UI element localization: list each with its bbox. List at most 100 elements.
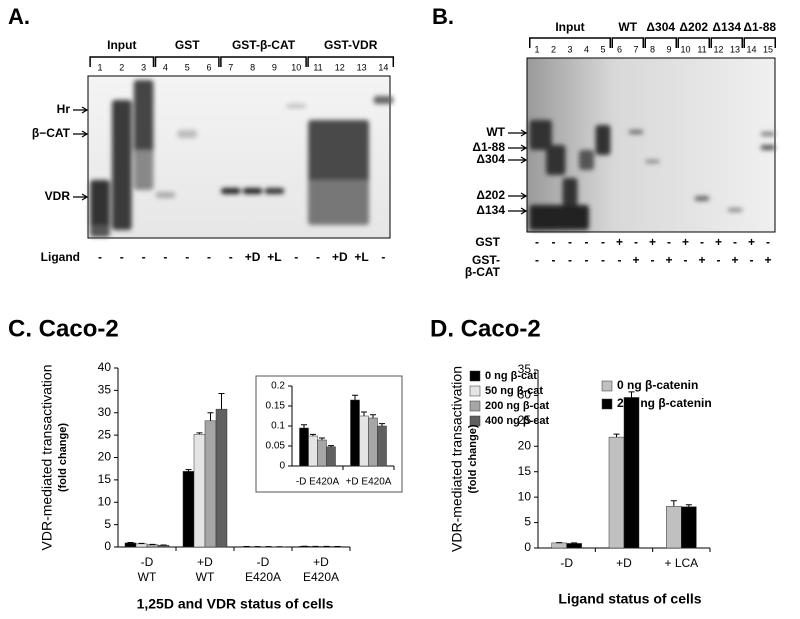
x-tick-label: WT [138, 570, 157, 584]
lane-number: 2 [551, 44, 556, 54]
chart-title: C. Caco-2 [8, 315, 119, 342]
lane-bracket [89, 56, 155, 67]
bar [551, 542, 567, 549]
y-tick-label: 30 [518, 388, 532, 402]
y-tick-label: 10 [98, 494, 112, 508]
x-axis-label: Ligand status of cells [558, 591, 701, 607]
y-tick-label: 20 [518, 438, 532, 452]
legend-label: 0 ng β-cat [485, 370, 537, 382]
lane-group-label: Input [555, 20, 584, 34]
y-tick-label: 15 [518, 464, 532, 478]
lane-number: 13 [357, 62, 367, 72]
marker-label: Δ202 [476, 188, 505, 202]
y-axis-label: (fold change) [57, 423, 69, 492]
lane-group-label: Input [107, 38, 136, 52]
bar [359, 415, 369, 467]
bar [215, 408, 228, 548]
row-value: + [748, 235, 755, 249]
y-tick-label: 0.15 [266, 401, 286, 412]
lane-number: 10 [291, 62, 301, 72]
x-tick-label: -D [141, 555, 154, 569]
row-value: - [381, 250, 385, 264]
x-axis-label: 1,25D and VDR status of cells [137, 596, 334, 612]
error-bar [207, 412, 214, 421]
lane-number: 3 [141, 62, 146, 72]
y-tick-label: 20 [98, 450, 112, 464]
bar [666, 506, 682, 549]
marker-label: Δ304 [476, 152, 505, 166]
lane-bracket [529, 37, 611, 48]
row-value: +D [332, 250, 348, 264]
error-bar [370, 414, 376, 418]
gel-band [562, 178, 578, 206]
y-tick-label: 5 [524, 515, 531, 529]
bar [681, 506, 697, 549]
row-value: - [750, 253, 754, 267]
row-value: - [207, 250, 211, 264]
row-value: - [98, 250, 102, 264]
marker-arrow [508, 207, 528, 215]
bar [124, 542, 137, 548]
row-value: +L [354, 250, 368, 264]
error-bar [185, 469, 192, 472]
lane-number: 1 [534, 44, 539, 54]
lane-number: 11 [313, 62, 322, 72]
x-tick-label: +D [197, 555, 213, 569]
lane-number: 12 [713, 44, 723, 54]
lane-number: 9 [666, 44, 671, 54]
legend-swatch [469, 400, 481, 412]
gel-band [264, 188, 285, 194]
marker-arrow [508, 156, 528, 164]
bar [623, 397, 640, 549]
marker-label: VDR [45, 189, 71, 203]
row-value: - [601, 235, 605, 249]
gel-band [177, 130, 198, 138]
gel-band [133, 80, 154, 160]
marker-label: Δ1-88 [472, 140, 505, 154]
marker-arrow [73, 130, 89, 138]
row-value: + [682, 235, 689, 249]
lane-group-label: Δ1-88 [743, 20, 776, 34]
marker-label: Hr [57, 102, 71, 116]
lane-number: 4 [163, 62, 168, 72]
row-value: + [616, 235, 623, 249]
error-bar [379, 423, 385, 426]
gel-band [90, 225, 110, 237]
gel-band [628, 130, 644, 134]
legend-swatch [469, 415, 481, 427]
gel-band [220, 188, 241, 194]
row-value: +D [245, 250, 261, 264]
row-value: + [649, 235, 656, 249]
bar [566, 543, 582, 549]
error-bar [670, 500, 677, 507]
row-value: - [552, 235, 556, 249]
row-value: - [585, 253, 589, 267]
lane-number: 3 [567, 44, 572, 54]
error-bar [352, 394, 358, 400]
lane-number: 15 [763, 44, 773, 54]
lane-bracket [710, 37, 743, 48]
row-value: - [585, 235, 589, 249]
legend-swatch [469, 385, 481, 397]
gel-band [645, 160, 660, 163]
row-value: - [185, 250, 189, 264]
x-tick-label: -D [257, 555, 270, 569]
row-value: - [618, 253, 622, 267]
legend-swatch [469, 370, 481, 382]
error-bar [328, 445, 334, 447]
lane-number: 5 [185, 62, 190, 72]
bar [193, 433, 206, 548]
gel-band [760, 132, 776, 136]
row-value: + [698, 253, 705, 267]
legend-label: 200 ng β-cat [485, 400, 550, 412]
row-value: + [632, 253, 639, 267]
gel-band [308, 180, 370, 225]
lane-number: 7 [228, 62, 233, 72]
y-tick-label: 0.1 [271, 421, 285, 432]
lane-number: 7 [633, 44, 638, 54]
lane-number: 13 [730, 44, 740, 54]
bar [299, 427, 309, 467]
x-tick-label: -D [560, 556, 573, 570]
row-value: - [535, 253, 539, 267]
